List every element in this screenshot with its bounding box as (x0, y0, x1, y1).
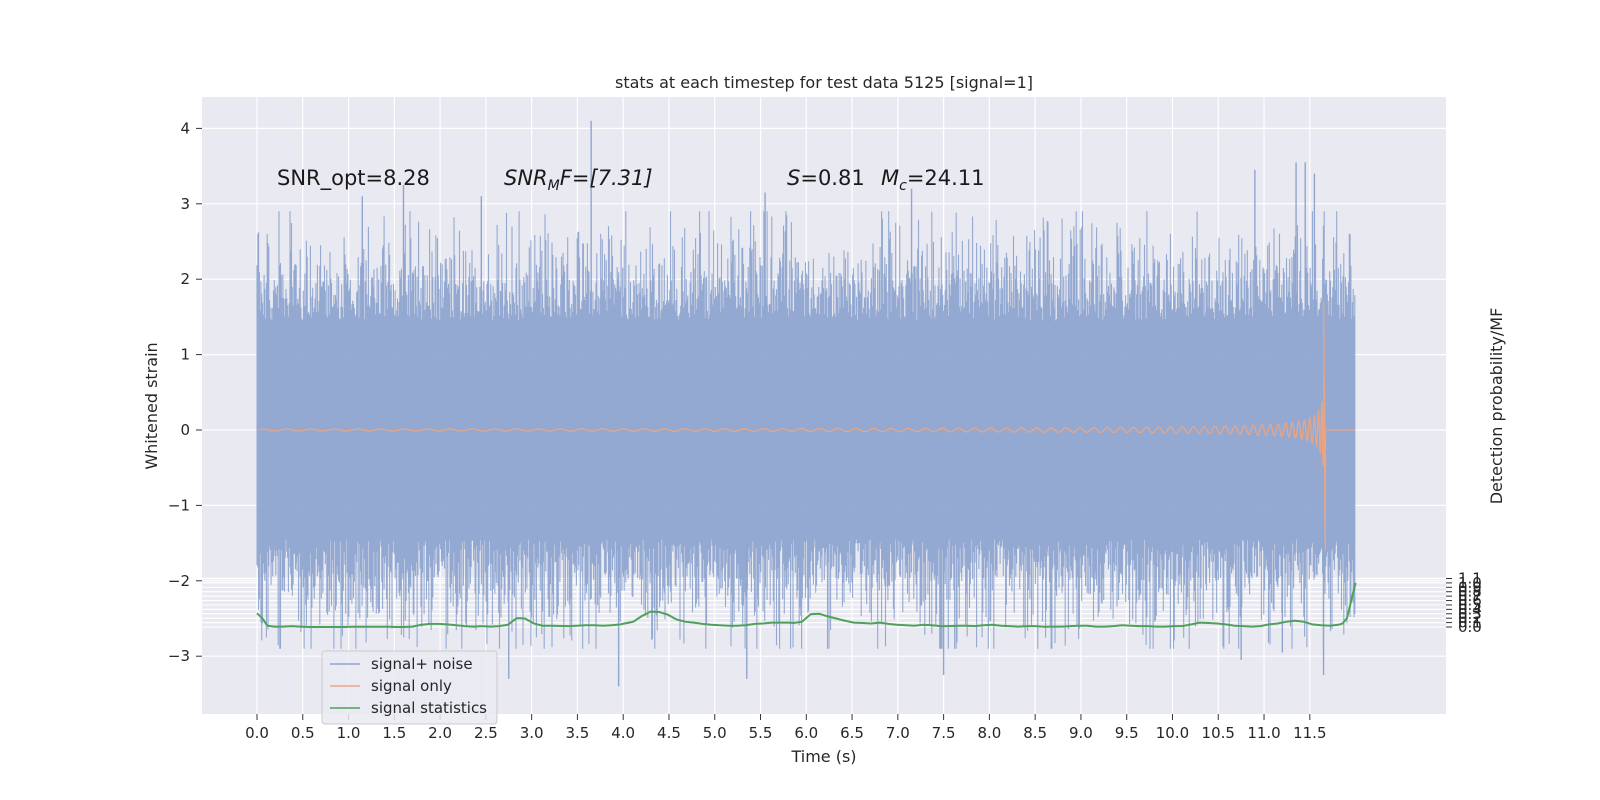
series-layer (256, 120, 1357, 687)
x-tick-label: 8.0 (977, 724, 1001, 742)
y-right-tick-label: 0.1 (1458, 614, 1482, 632)
annotation-mc: Mc=24.11 (881, 166, 985, 194)
x-tick-label: 3.5 (565, 724, 589, 742)
x-tick-label: 9.0 (1069, 724, 1093, 742)
y-tick-label: −2 (168, 572, 190, 590)
series-signal-noise (256, 211, 1356, 649)
y-right-tick-label: 0.9 (1458, 578, 1482, 596)
series-signal-statistics (256, 582, 1357, 628)
x-tick-label: 4.5 (657, 724, 681, 742)
x-tick-label: 10.0 (1156, 724, 1189, 742)
x-axis-label: Time (s) (790, 747, 856, 766)
x-tick-label: 3.0 (520, 724, 544, 742)
legend-label-signal-only: signal only (371, 677, 452, 695)
y-tick-label: 1 (180, 346, 190, 364)
annotation-mc-main: M (881, 166, 899, 190)
annotation-snr-mf-rest: F=[7.31] (560, 166, 653, 190)
y-right-tick-label: 0.6 (1458, 592, 1482, 610)
y-tick-label: 3 (180, 195, 190, 213)
x-tick-label: 8.5 (1023, 724, 1047, 742)
x-tick-label: 1.0 (337, 724, 361, 742)
x-tick-label: 7.5 (932, 724, 956, 742)
x-tick-label: 0.0 (245, 724, 269, 742)
legend: signal+ noise signal only signal statist… (321, 650, 498, 725)
y-tick-label: −3 (168, 647, 190, 665)
y-right-tick-label: 0.3 (1458, 605, 1482, 623)
x-tick-label: 1.5 (382, 724, 406, 742)
x-tick-label: 11.5 (1293, 724, 1326, 742)
annotation-mc-sub: c (899, 178, 907, 194)
annotation-s-main: S (787, 166, 800, 190)
x-tick-label: 0.5 (291, 724, 315, 742)
annotation-s: S=0.81 (787, 166, 865, 190)
y-right-tick-label: 0.5 (1458, 596, 1482, 614)
signal-only-merger (1322, 301, 1327, 551)
x-tick-label: 2.5 (474, 724, 498, 742)
y-right-tick-label: 1.0 (1458, 574, 1482, 592)
y-tick-label: 0 (180, 421, 190, 439)
y-right-tick-label: 0.4 (1458, 600, 1482, 618)
chart-title: stats at each timestep for test data 512… (615, 73, 1033, 92)
annotation-mc-rest: =24.11 (907, 166, 985, 190)
x-tick-label: 7.0 (886, 724, 910, 742)
x-tick-label: 5.0 (703, 724, 727, 742)
x-tick-label: 11.0 (1247, 724, 1280, 742)
y-axis-right-label: Detection probability/MF (1487, 308, 1506, 505)
x-tick-label: 6.0 (794, 724, 818, 742)
legend-box (321, 650, 498, 725)
annotation-snr-mf-sub: M (548, 178, 560, 194)
x-tick-label: 6.5 (840, 724, 864, 742)
annotations: SNR_opt=8.28 SNRMF=[7.31] S=0.81 Mc=24.1… (277, 166, 985, 194)
annotation-snr-mf: SNRMF=[7.31] (504, 166, 653, 194)
y-right-tick-label: 0.8 (1458, 583, 1482, 601)
y-tick-label: 4 (180, 119, 190, 137)
x-tick-label: 10.5 (1202, 724, 1235, 742)
annotation-snr-opt: SNR_opt=8.28 (277, 166, 430, 191)
y-right-tick-label: 0.2 (1458, 609, 1482, 627)
y-axis-label: Whitened strain (142, 342, 161, 469)
legend-label-signal-noise: signal+ noise (371, 655, 473, 673)
annotation-snr-mf-main: SNR (504, 166, 548, 190)
y-tick-label: −1 (168, 496, 190, 514)
x-tick-label: 4.0 (611, 724, 635, 742)
axes: 0.0 0.5 1.0 1.5 2.0 2.5 3.0 3.5 4.0 4.5 5.0 5.5 6.0 6… (168, 119, 1482, 742)
annotation-s-rest: =0.81 (800, 166, 864, 190)
y-tick-label: 2 (180, 270, 190, 288)
x-tick-label: 5.5 (749, 724, 773, 742)
x-tick-label: 9.5 (1115, 724, 1139, 742)
y-right-tick-label: 0.7 (1458, 587, 1482, 605)
series-signal-only (256, 378, 1356, 544)
x-tick-label: 2.0 (428, 724, 452, 742)
legend-label-signal-statistics: signal statistics (371, 699, 487, 717)
y-right-tick-label: 0.0 (1458, 618, 1482, 636)
y-right-tick-label: 1.1 (1458, 569, 1482, 587)
